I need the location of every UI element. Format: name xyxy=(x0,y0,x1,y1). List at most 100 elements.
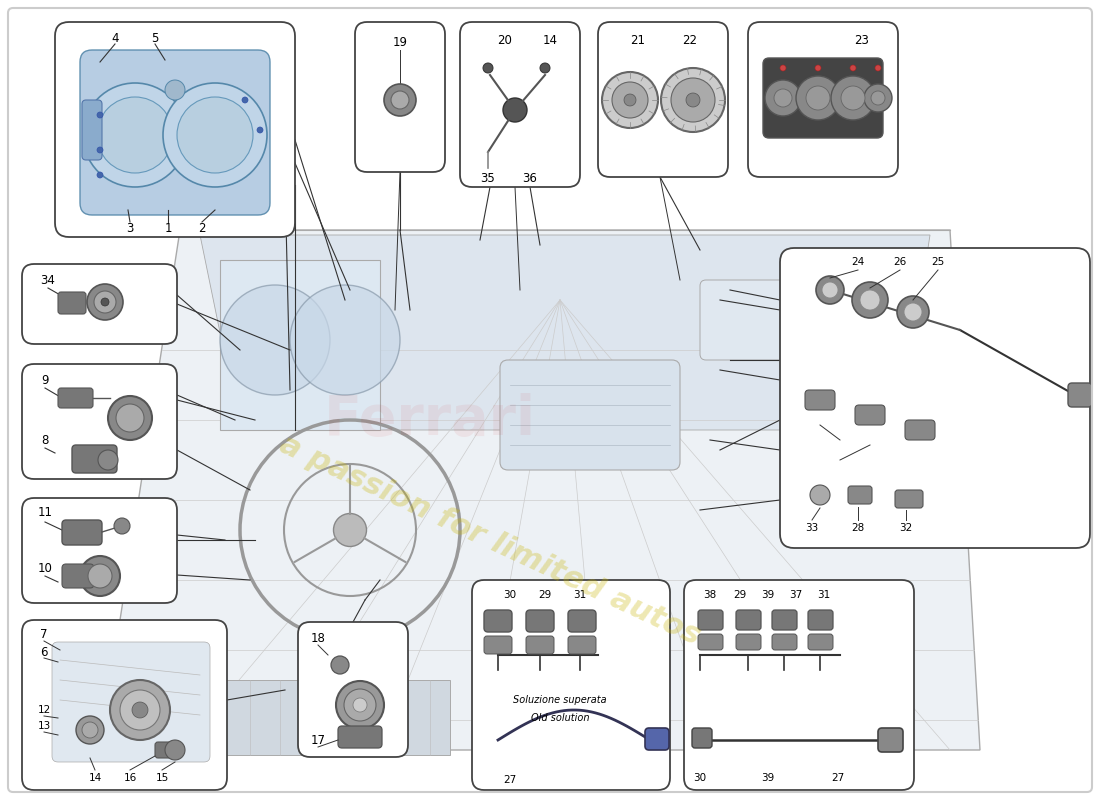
Circle shape xyxy=(780,65,786,71)
Circle shape xyxy=(333,514,366,546)
Circle shape xyxy=(874,65,881,71)
Circle shape xyxy=(88,564,112,588)
Circle shape xyxy=(850,65,856,71)
FancyBboxPatch shape xyxy=(763,58,883,138)
Text: 10: 10 xyxy=(37,562,53,574)
FancyBboxPatch shape xyxy=(848,486,872,504)
FancyBboxPatch shape xyxy=(748,22,898,177)
FancyBboxPatch shape xyxy=(805,390,835,410)
Circle shape xyxy=(98,450,118,470)
Text: 9: 9 xyxy=(42,374,48,386)
Circle shape xyxy=(336,681,384,729)
Polygon shape xyxy=(100,680,450,755)
Circle shape xyxy=(110,680,170,740)
Text: 25: 25 xyxy=(932,257,945,267)
FancyBboxPatch shape xyxy=(484,636,512,654)
FancyBboxPatch shape xyxy=(526,610,554,632)
Circle shape xyxy=(353,698,367,712)
Circle shape xyxy=(390,91,409,109)
Circle shape xyxy=(94,291,115,313)
Text: 15: 15 xyxy=(155,773,168,783)
Circle shape xyxy=(116,404,144,432)
Text: Ferrari: Ferrari xyxy=(324,393,536,447)
Text: 23: 23 xyxy=(855,34,869,46)
Circle shape xyxy=(331,656,349,674)
FancyBboxPatch shape xyxy=(58,292,86,314)
Text: 2: 2 xyxy=(198,222,206,234)
Circle shape xyxy=(97,97,173,173)
FancyBboxPatch shape xyxy=(72,445,117,473)
Circle shape xyxy=(896,296,929,328)
Circle shape xyxy=(108,396,152,440)
FancyBboxPatch shape xyxy=(692,728,712,748)
Circle shape xyxy=(503,98,527,122)
Circle shape xyxy=(830,76,874,120)
FancyBboxPatch shape xyxy=(460,22,580,187)
Text: 22: 22 xyxy=(682,34,697,46)
Text: 26: 26 xyxy=(893,257,906,267)
Circle shape xyxy=(220,285,330,395)
Text: 1: 1 xyxy=(164,222,172,234)
Text: 8: 8 xyxy=(42,434,48,446)
FancyBboxPatch shape xyxy=(484,610,512,632)
Text: 29: 29 xyxy=(538,590,551,600)
FancyBboxPatch shape xyxy=(22,498,177,603)
Text: 14: 14 xyxy=(88,773,101,783)
FancyBboxPatch shape xyxy=(598,22,728,177)
FancyBboxPatch shape xyxy=(736,610,761,630)
Circle shape xyxy=(764,80,801,116)
Text: 32: 32 xyxy=(900,523,913,533)
Text: Old solution: Old solution xyxy=(530,713,590,723)
FancyBboxPatch shape xyxy=(62,520,102,545)
FancyBboxPatch shape xyxy=(22,264,177,344)
Text: 37: 37 xyxy=(790,590,803,600)
Text: 7: 7 xyxy=(41,629,47,642)
FancyBboxPatch shape xyxy=(780,248,1090,548)
FancyBboxPatch shape xyxy=(298,622,408,757)
Polygon shape xyxy=(220,260,380,430)
Circle shape xyxy=(120,690,160,730)
FancyBboxPatch shape xyxy=(878,728,903,752)
FancyBboxPatch shape xyxy=(472,580,670,790)
Circle shape xyxy=(860,290,880,310)
Text: 17: 17 xyxy=(310,734,326,746)
Circle shape xyxy=(114,518,130,534)
Circle shape xyxy=(661,68,725,132)
FancyBboxPatch shape xyxy=(855,405,886,425)
Circle shape xyxy=(97,147,103,153)
FancyBboxPatch shape xyxy=(500,360,680,470)
FancyBboxPatch shape xyxy=(568,636,596,654)
FancyBboxPatch shape xyxy=(645,728,669,750)
Circle shape xyxy=(871,91,886,105)
FancyBboxPatch shape xyxy=(58,388,94,408)
Circle shape xyxy=(177,97,253,173)
Circle shape xyxy=(101,298,109,306)
Text: 16: 16 xyxy=(123,773,136,783)
FancyBboxPatch shape xyxy=(55,22,295,237)
FancyBboxPatch shape xyxy=(698,634,723,650)
Text: 18: 18 xyxy=(310,631,326,645)
FancyBboxPatch shape xyxy=(895,490,923,508)
Circle shape xyxy=(290,285,400,395)
Text: 39: 39 xyxy=(761,773,774,783)
Text: 11: 11 xyxy=(37,506,53,519)
FancyBboxPatch shape xyxy=(338,726,382,748)
Circle shape xyxy=(483,63,493,73)
Text: 28: 28 xyxy=(851,523,865,533)
Circle shape xyxy=(344,689,376,721)
Circle shape xyxy=(671,78,715,122)
Text: 14: 14 xyxy=(542,34,558,46)
Text: 29: 29 xyxy=(734,590,747,600)
Polygon shape xyxy=(200,235,930,430)
Circle shape xyxy=(864,84,892,112)
Text: 21: 21 xyxy=(630,34,646,46)
Text: 5: 5 xyxy=(152,31,158,45)
Polygon shape xyxy=(100,230,980,750)
FancyBboxPatch shape xyxy=(22,364,177,479)
Circle shape xyxy=(686,93,700,107)
Circle shape xyxy=(165,740,185,760)
Circle shape xyxy=(384,84,416,116)
Text: 30: 30 xyxy=(693,773,706,783)
FancyBboxPatch shape xyxy=(80,50,270,215)
Circle shape xyxy=(257,127,263,133)
